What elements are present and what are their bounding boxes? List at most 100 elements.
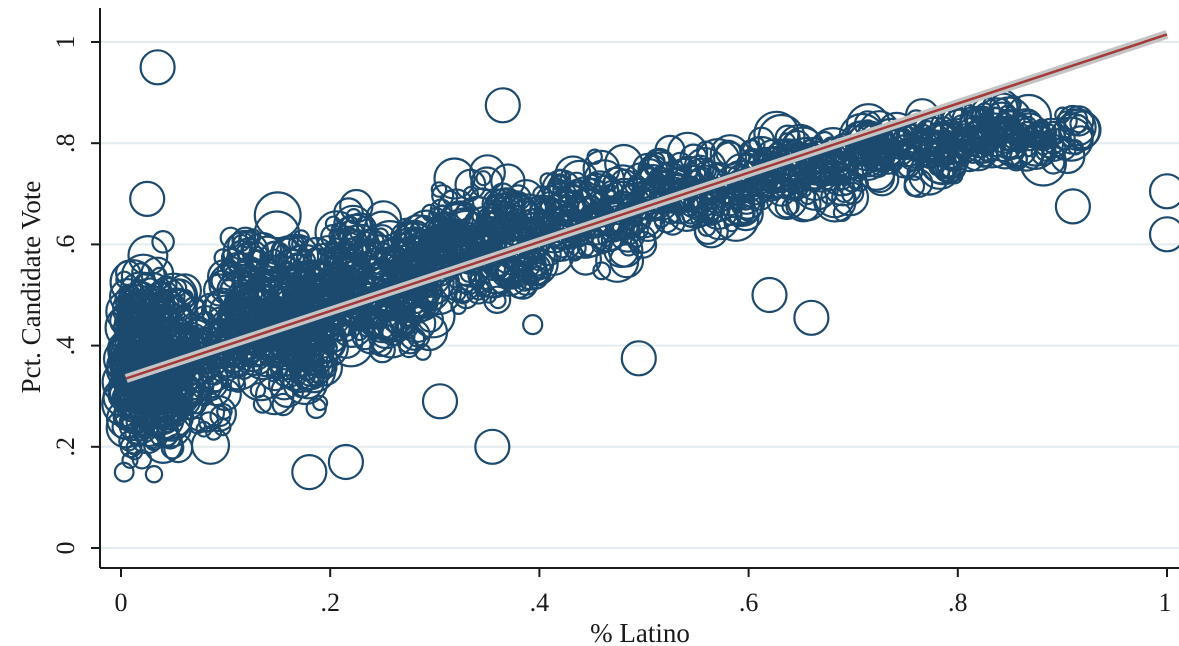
point-1658 <box>537 242 562 267</box>
point-850 <box>285 365 302 383</box>
point-1793 <box>669 166 687 183</box>
point-519 <box>168 318 195 345</box>
point-1318 <box>522 314 544 336</box>
point-1266 <box>356 228 386 258</box>
point-2198 <box>1062 110 1102 150</box>
point-1372 <box>433 157 476 200</box>
point-2183 <box>1055 110 1078 132</box>
point-1262 <box>372 227 389 244</box>
point-2216 <box>954 127 982 155</box>
point-2073 <box>907 136 933 162</box>
x-tick-label-2: .4 <box>530 588 550 617</box>
point-1255 <box>341 229 365 252</box>
point-934 <box>259 240 293 274</box>
y-tick-label-1: .2 <box>51 437 80 457</box>
point-1260 <box>327 237 346 255</box>
point-2215 <box>1067 125 1094 151</box>
point-1226 <box>316 322 348 354</box>
point-506 <box>154 374 182 402</box>
point-1605 <box>532 185 551 204</box>
point-2214 <box>1040 131 1058 149</box>
point-469 <box>167 273 202 308</box>
y-tick-label-2: .4 <box>51 336 80 356</box>
point-796 <box>268 368 301 401</box>
point-921 <box>289 284 313 308</box>
point-1497 <box>431 220 475 264</box>
point-2211 <box>1019 139 1068 187</box>
point-483 <box>209 405 232 428</box>
point-1484 <box>455 288 472 305</box>
point-1376 <box>453 283 479 310</box>
point-1382 <box>482 285 512 314</box>
point-2222 <box>1148 173 1179 210</box>
point-1269 <box>395 274 444 323</box>
point-503 <box>108 278 146 316</box>
point-2229 <box>291 454 328 491</box>
point-2226 <box>751 276 788 314</box>
point-471 <box>131 412 167 448</box>
y-tick-label-0: 0 <box>51 542 80 555</box>
point-2232 <box>484 87 521 124</box>
point-507 <box>122 394 149 420</box>
fit-line <box>125 33 1168 380</box>
point-947 <box>226 349 244 366</box>
point-1778 <box>721 186 763 228</box>
point-1796 <box>633 177 668 213</box>
point-504 <box>131 325 151 346</box>
point-2220 <box>139 49 176 86</box>
point-895 <box>269 235 307 272</box>
axes: 0 .2 .4 .6 .8 1 0 .2 .4 .6 .8 1 <box>51 8 1179 617</box>
point-2227 <box>620 340 657 377</box>
point-940 <box>290 275 308 292</box>
point-1263 <box>346 265 366 285</box>
point-2225 <box>793 299 830 336</box>
point-1494 <box>501 190 532 221</box>
point-1482 <box>432 204 452 224</box>
point-2194 <box>1033 118 1050 135</box>
point-516 <box>151 230 175 254</box>
point-927 <box>288 342 305 360</box>
point-2219 <box>1002 118 1020 137</box>
point-793 <box>305 397 327 419</box>
point-2196 <box>1069 114 1089 134</box>
point-1773 <box>699 202 724 226</box>
point-426 <box>196 390 213 407</box>
x-tick-label-4: .8 <box>948 588 968 617</box>
point-1259 <box>323 262 352 291</box>
point-898 <box>249 382 267 399</box>
point-887 <box>287 235 305 252</box>
point-2224 <box>1054 188 1092 225</box>
point-2209 <box>1042 137 1067 162</box>
point-2079 <box>865 139 897 171</box>
point-1775 <box>694 201 716 223</box>
point-492 <box>181 296 207 322</box>
point-1659 <box>591 232 613 255</box>
point-2203 <box>963 108 983 128</box>
point-512 <box>138 308 155 325</box>
point-52 <box>113 461 135 483</box>
point-592 <box>253 191 302 240</box>
point-2174 <box>1062 105 1095 137</box>
point-943 <box>257 302 275 320</box>
point-1919 <box>765 169 787 191</box>
point-1653 <box>597 231 614 248</box>
point-1240 <box>327 320 375 368</box>
point-513 <box>137 318 155 337</box>
point-2230 <box>327 443 364 481</box>
point-1789 <box>739 194 756 211</box>
point-1755 <box>693 213 729 249</box>
point-2217 <box>965 105 992 132</box>
point-2223 <box>1148 216 1179 253</box>
point-487 <box>190 425 231 465</box>
point-1938 <box>803 157 839 193</box>
x-axis-title: % Latino <box>590 618 690 646</box>
fit-line-group <box>124 30 1169 383</box>
point-1632 <box>592 261 612 281</box>
point-936 <box>277 363 295 381</box>
point-1495 <box>475 221 492 238</box>
point-1223 <box>395 325 426 355</box>
point-2038 <box>938 165 955 183</box>
point-494 <box>109 259 157 306</box>
x-tick-label-1: .2 <box>320 588 340 617</box>
